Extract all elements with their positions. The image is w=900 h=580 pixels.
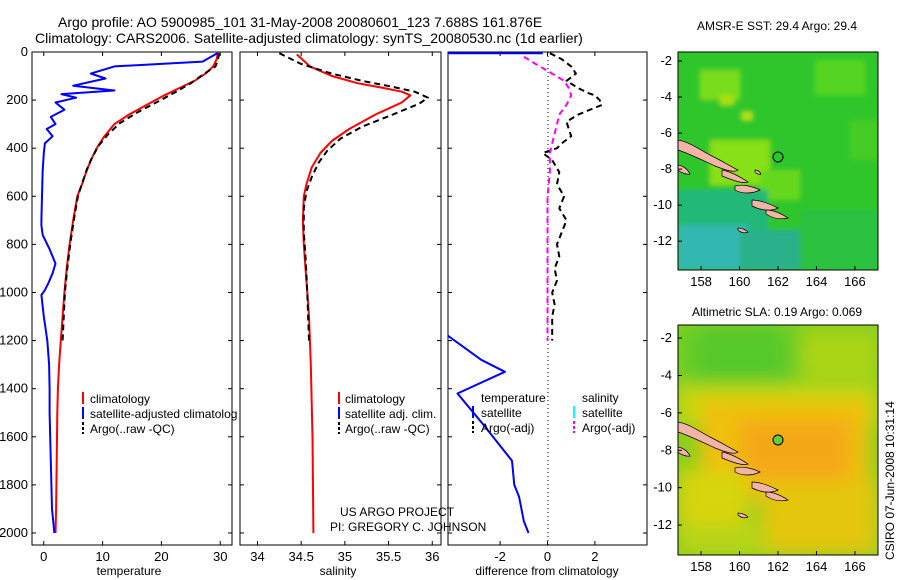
series-line-argo-raw-qc bbox=[278, 52, 429, 341]
temperature-axis-label: temperature bbox=[97, 564, 162, 578]
map-lat-label: -2 bbox=[660, 53, 672, 68]
legend-label-argo: Argo(..raw -QC) bbox=[345, 422, 430, 436]
map-lon-label: 160 bbox=[729, 559, 751, 574]
series-line-argo-raw-qc bbox=[61, 53, 221, 341]
map-lat-label: -12 bbox=[653, 233, 672, 248]
map-lat-label: -10 bbox=[653, 197, 672, 212]
depth-tick-label: 800 bbox=[6, 236, 28, 251]
depth-tick-label: 2000 bbox=[0, 525, 28, 540]
depth-tick-label: 400 bbox=[6, 140, 28, 155]
map-lon-label: 166 bbox=[844, 559, 866, 574]
map-lon-label: 160 bbox=[729, 274, 751, 289]
x-tick-label: 10 bbox=[95, 549, 109, 564]
map-sla-argo-marker bbox=[772, 434, 784, 446]
x-tick-label: 2 bbox=[591, 549, 598, 564]
x-tick-label: 0 bbox=[544, 549, 551, 564]
figure-title-line2: Climatology: CARS2006. Satellite-adjuste… bbox=[35, 30, 583, 46]
map-lon-label: 164 bbox=[806, 274, 828, 289]
depth-tick-label: 1200 bbox=[0, 333, 28, 348]
credit-line1: US ARGO PROJECT bbox=[340, 505, 455, 519]
map-lat-label: -4 bbox=[660, 367, 672, 382]
timestamp-vertical: CSIRO 07-Jun-2008 10:31:14 bbox=[883, 401, 897, 560]
map-sst-axes: 158 160 162 164 166 -2 -4 -6 -8 -10 -12 bbox=[653, 53, 866, 289]
series-line-climatology bbox=[54, 52, 219, 534]
x-tick-label: 35 bbox=[338, 549, 352, 564]
temperature-series bbox=[40, 52, 221, 534]
depth-tick-label: 1600 bbox=[0, 429, 28, 444]
depth-tick-label: 600 bbox=[6, 188, 28, 203]
legend-label-sal-satellite: satellite bbox=[582, 406, 623, 420]
depth-tick-label: 0 bbox=[21, 44, 28, 59]
depth-tick-label: 200 bbox=[6, 92, 28, 107]
legend-label-satellite: satellite adj. clim. bbox=[345, 407, 436, 421]
salinity-x-axis: 34 34.5 35 35.5 36 bbox=[240, 51, 441, 564]
x-tick-label: -2 bbox=[494, 549, 506, 564]
map-sst-land bbox=[677, 139, 789, 234]
map-sst-title: AMSR-E SST: 29.4 Argo: 29.4 bbox=[697, 19, 857, 33]
legend-label-temp-satellite: satellite bbox=[481, 406, 522, 420]
map-sst-argo-marker bbox=[772, 151, 784, 163]
salinity-series bbox=[278, 52, 429, 534]
legend-label-temp-argo: Argo(-adj) bbox=[481, 421, 534, 435]
depth-tick-label: 1400 bbox=[0, 381, 28, 396]
salinity-legend: climatology satellite adj. clim. Argo(..… bbox=[338, 392, 436, 436]
map-lat-label: -10 bbox=[653, 480, 672, 495]
difference-series bbox=[448, 52, 603, 545]
legend-label-satellite: satellite-adjusted climatolog bbox=[90, 407, 237, 421]
map-lat-label: -8 bbox=[660, 442, 672, 457]
depth-tick-label: 1000 bbox=[0, 284, 28, 299]
difference-x-axis: -2 0 2 bbox=[448, 51, 647, 564]
series-line-temperature-argo-adj bbox=[541, 52, 603, 341]
temperature-axes bbox=[31, 51, 233, 546]
difference-axis-label: difference from climatology bbox=[475, 564, 618, 578]
legend-label-sal-argo: Argo(-adj) bbox=[582, 421, 635, 435]
map-sla-land bbox=[677, 421, 789, 519]
x-tick-label: 35.5 bbox=[376, 549, 401, 564]
figure-title-line1: Argo profile: AO 5900985_101 31-May-2008… bbox=[58, 14, 542, 30]
x-tick-label: 34 bbox=[250, 549, 264, 564]
map-lon-label: 158 bbox=[690, 274, 712, 289]
temperature-x-axis: 0 10 20 30 bbox=[40, 52, 227, 564]
map-lon-label: 158 bbox=[690, 559, 712, 574]
map-sla-field bbox=[678, 325, 878, 555]
legend-head-salinity: salinity bbox=[582, 391, 619, 405]
x-tick-label: 0 bbox=[40, 549, 47, 564]
map-lat-label: -12 bbox=[653, 517, 672, 532]
map-lat-label: -2 bbox=[660, 330, 672, 345]
map-lat-label: -6 bbox=[660, 405, 672, 420]
depth-tick-label: 1800 bbox=[0, 477, 28, 492]
map-lon-label: 164 bbox=[806, 559, 828, 574]
map-sla-axes: 158 160 162 164 166 -2 -4 -6 -8 -10 -12 bbox=[653, 330, 866, 574]
map-lat-label: -6 bbox=[660, 125, 672, 140]
map-lat-label: -8 bbox=[660, 161, 672, 176]
map-sla-title: Altimetric SLA: 0.19 Argo: 0.069 bbox=[692, 305, 862, 319]
temperature-legend: climatology satellite-adjusted climatolo… bbox=[82, 392, 237, 436]
series-line-temperature-satellite bbox=[448, 334, 530, 534]
series-line-salinity-argo-adj bbox=[523, 55, 573, 341]
map-lon-label: 162 bbox=[767, 559, 789, 574]
map-lat-label: -4 bbox=[660, 89, 672, 104]
legend-label-climatology: climatology bbox=[345, 392, 405, 406]
legend-head-temperature: temperature bbox=[481, 391, 546, 405]
series-line-satellite-adjusted-climatology bbox=[40, 52, 218, 534]
depth-axis: 0 200 400 600 800 1000 1200 1400 1600 1800 2000 bbox=[0, 44, 232, 540]
series-line-climatology bbox=[296, 53, 412, 534]
x-tick-label: 20 bbox=[154, 549, 168, 564]
salinity-axis-label: salinity bbox=[320, 564, 357, 578]
map-lon-label: 162 bbox=[767, 274, 789, 289]
x-tick-label: 36 bbox=[425, 549, 439, 564]
map-lon-label: 166 bbox=[844, 274, 866, 289]
x-tick-label: 34.5 bbox=[289, 549, 314, 564]
legend-label-argo: Argo(..raw -QC) bbox=[90, 422, 175, 436]
x-tick-label: 30 bbox=[213, 549, 227, 564]
credit-line2: PI: GREGORY C. JOHNSON bbox=[330, 520, 486, 534]
salinity-axes bbox=[239, 51, 442, 546]
difference-legend: temperature satellite Argo(-adj) salinit… bbox=[472, 391, 635, 435]
legend-label-climatology: climatology bbox=[90, 392, 150, 406]
